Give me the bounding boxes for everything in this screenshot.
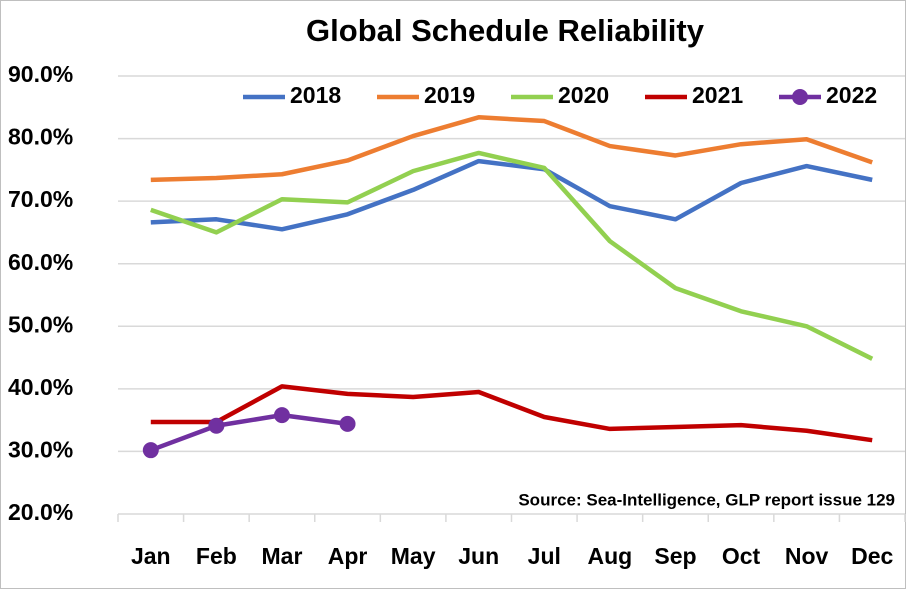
y-tick-label: 20.0% [8,499,73,525]
y-tick-label: 50.0% [8,311,73,337]
legend-label: 2021 [692,82,743,108]
x-tick-label: Jun [458,543,499,569]
x-tick-label: May [391,543,436,569]
x-tick-label: Aug [588,543,633,569]
series-line [150,150,874,361]
series-marker [273,407,290,424]
y-tick-label: 30.0% [8,437,73,463]
x-tick-label: Mar [262,543,303,569]
x-tick-label: Jan [131,543,171,569]
series-marker [142,442,159,459]
legend-label: 2020 [558,82,609,108]
legend-label: 2018 [290,82,341,108]
y-tick-label: 90.0% [8,61,73,87]
x-tick-label: Dec [851,543,893,569]
x-tick-label: Sep [654,543,696,569]
source-note: Source: Sea-Intelligence, GLP report iss… [518,490,895,509]
x-tick-label: Feb [196,543,237,569]
series-line [150,412,348,453]
x-tick-label: Apr [328,543,368,569]
series-line [150,158,873,232]
legend-marker [792,89,808,105]
y-tick-label: 80.0% [8,124,73,150]
y-tick-label: 60.0% [8,249,73,275]
series-marker [208,417,225,434]
legend-label: 2022 [826,82,877,108]
chart-title: Global Schedule Reliability [306,13,705,48]
y-tick-label: 70.0% [8,186,73,212]
series-marker [339,415,356,432]
series-line [150,384,873,443]
x-tick-label: Jul [528,543,561,569]
y-tick-label: 40.0% [8,374,73,400]
x-tick-label: Oct [722,543,761,569]
series-line [150,115,873,183]
legend-label: 2019 [424,82,475,108]
x-tick-label: Nov [785,543,829,569]
